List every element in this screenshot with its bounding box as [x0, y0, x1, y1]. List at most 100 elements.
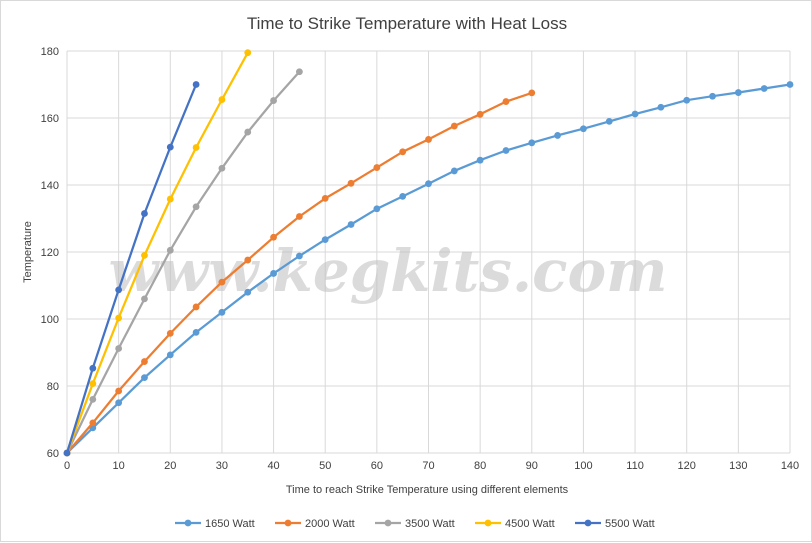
data-point: [605, 117, 613, 125]
data-point: [399, 148, 407, 156]
data-point: [295, 252, 303, 260]
data-point: [554, 132, 562, 139]
data-point: [295, 213, 303, 220]
data-point: [373, 205, 381, 213]
y-tick-label: 120: [41, 247, 59, 259]
legend-item: 4500 Watt: [475, 518, 555, 530]
data-point: [295, 68, 303, 76]
legend-marker: [384, 519, 392, 527]
data-point: [218, 308, 226, 316]
y-tick-label: 100: [41, 314, 59, 326]
x-tick-label: 20: [164, 460, 176, 472]
x-tick-label: 100: [574, 460, 592, 472]
data-point: [166, 330, 174, 337]
data-point: [760, 85, 768, 92]
y-tick-label: 140: [41, 180, 59, 192]
legend-item: 3500 Watt: [375, 518, 455, 530]
legend-label: 2000 Watt: [305, 518, 355, 530]
data-point: [218, 164, 226, 172]
watermark-text: www.kegkits.com: [108, 237, 667, 305]
data-point: [89, 419, 97, 427]
data-point: [347, 221, 355, 228]
data-point: [141, 251, 148, 259]
data-point: [115, 399, 123, 407]
legend-label: 3500 Watt: [405, 518, 455, 530]
data-point: [141, 358, 148, 365]
data-point: [141, 295, 148, 303]
x-tick-label: 80: [474, 460, 486, 472]
x-tick-label: 50: [319, 460, 331, 472]
legend-label: 1650 Watt: [205, 518, 255, 530]
x-tick-label: 30: [216, 460, 228, 472]
y-tick-label: 60: [47, 448, 59, 460]
data-point: [244, 49, 252, 57]
series-2000-watt: [63, 89, 536, 457]
gridlines: [66, 50, 791, 454]
data-point: [192, 303, 200, 311]
x-tick-label: 0: [64, 460, 70, 472]
data-point: [321, 236, 329, 244]
data-point: [166, 195, 174, 203]
data-point: [89, 380, 97, 388]
data-point: [399, 192, 407, 200]
data-point: [580, 125, 587, 133]
series-5500-watt: [63, 81, 200, 457]
x-tick-label: 70: [422, 460, 434, 472]
legend-marker: [184, 519, 192, 527]
data-point: [192, 144, 200, 151]
legend-marker: [584, 519, 592, 527]
data-point: [115, 286, 123, 294]
data-point: [321, 195, 329, 202]
legend-item: 2000 Watt: [275, 518, 355, 530]
series-line: [65, 71, 301, 454]
legend-marker: [284, 519, 292, 527]
series-4500-watt: [63, 49, 252, 457]
data-point: [528, 139, 536, 147]
data-point: [476, 110, 484, 118]
x-tick-label: 130: [729, 460, 747, 472]
data-point: [115, 345, 123, 352]
data-point: [657, 103, 665, 111]
data-point: [631, 110, 639, 118]
y-axis-label: Temperature: [22, 221, 34, 283]
x-axis-label: Time to reach Strike Temperature using d…: [286, 484, 569, 496]
data-point: [63, 449, 71, 457]
data-point: [476, 156, 484, 164]
data-point: [192, 81, 200, 88]
data-point: [425, 136, 432, 143]
y-tick-label: 180: [41, 46, 59, 58]
data-point: [270, 97, 277, 104]
data-point: [425, 180, 432, 188]
data-point: [502, 98, 510, 105]
legend-label: 4500 Watt: [505, 518, 555, 530]
x-tick-label: 140: [781, 460, 799, 472]
data-point: [347, 179, 355, 187]
x-tick-label: 110: [626, 460, 644, 472]
x-tick-label: 90: [526, 460, 538, 472]
data-point: [115, 387, 123, 395]
legend: 1650 Watt 2000 Watt 3500 Watt 4500 Watt 5500…: [175, 518, 655, 530]
data-point: [141, 210, 148, 217]
data-point: [141, 374, 148, 382]
data-point: [373, 164, 381, 171]
data-point: [786, 81, 794, 88]
data-point: [683, 96, 691, 104]
data-point: [502, 147, 510, 154]
data-point: [244, 128, 252, 136]
data-point: [528, 89, 536, 97]
chart-title: Time to Strike Temperature with Heat Los…: [247, 14, 567, 33]
x-tick-label: 10: [113, 460, 125, 472]
data-point: [450, 122, 458, 130]
data-point: [166, 143, 174, 151]
x-tick-label: 60: [371, 460, 383, 472]
data-point: [734, 89, 742, 96]
legend-marker: [484, 519, 492, 527]
legend-item: 5500 Watt: [575, 518, 655, 530]
data-point: [192, 203, 200, 211]
x-tick-label: 40: [267, 460, 279, 472]
series-1650-watt: [63, 81, 794, 457]
data-point: [115, 314, 123, 322]
data-point: [192, 329, 200, 336]
